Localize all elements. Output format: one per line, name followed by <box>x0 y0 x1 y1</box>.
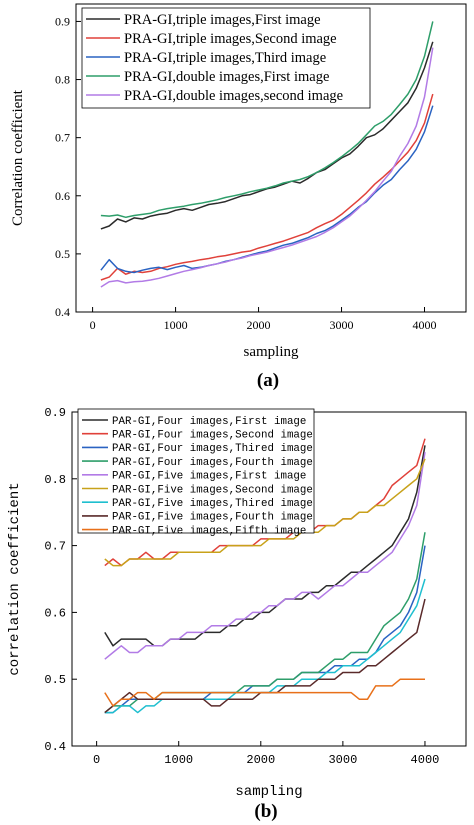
legend-entry: PRA-GI,double images,second image <box>124 88 343 104</box>
y-tick-label: 0.6 <box>55 189 70 203</box>
x-axis-label: sampling <box>244 344 299 360</box>
legend-entry: PAR-GI,Four images,First image <box>112 416 306 428</box>
series-line <box>100 105 434 274</box>
legend-box <box>81 7 371 109</box>
y-tick-label: 0.4 <box>55 305 70 319</box>
x-tick-label: 0 <box>90 318 96 332</box>
x-tick-label: 3000 <box>328 753 357 767</box>
series-line <box>104 678 425 707</box>
panel-a: 0 1000 2000 3000 4000 0.4 0.5 0.6 0.7 0.8 0.9 sampl… <box>10 3 467 391</box>
y-axis-label: Correlation coefficient <box>10 89 26 226</box>
legend-entry: PAR-GI,Four images,Thired image <box>112 443 313 455</box>
x-tick-label: 1000 <box>164 753 193 767</box>
series-line <box>104 545 426 714</box>
x-tick-label: 1000 <box>164 318 188 332</box>
series-line <box>104 451 426 660</box>
legend-entry: PAR-GI,Four images,Fourth image <box>112 457 313 469</box>
legend-entry: PRA-GI,double images,First image <box>124 69 329 85</box>
x-tick-label: 2000 <box>247 318 271 332</box>
x-tick-label: 0 <box>93 753 100 767</box>
y-tick-label: 0.7 <box>55 131 70 145</box>
legend-box <box>77 408 315 534</box>
x-tick-label: 4000 <box>413 318 437 332</box>
y-tick-label: 0.5 <box>44 673 66 687</box>
panel-label: (a) <box>257 370 279 391</box>
y-tick-label: 0.6 <box>44 606 66 620</box>
series-line <box>100 47 434 288</box>
y-tick-label: 0.9 <box>44 406 66 420</box>
y-tick-label: 0.4 <box>44 740 66 754</box>
legend-entry: PAR-GI,Five images,Fifth image <box>112 525 306 537</box>
series-line <box>104 598 426 714</box>
panel-label: (b) <box>254 801 277 822</box>
plot-frame <box>75 3 467 313</box>
legend-entry: PAR-GI,Five images,Second image <box>112 484 313 496</box>
series-line <box>104 458 426 567</box>
y-tick-label: 0.7 <box>44 540 66 554</box>
legend-entry: PAR-GI,Five images,Thired image <box>112 498 313 510</box>
series-line <box>100 93 434 281</box>
x-tick-label: 2000 <box>246 753 275 767</box>
panel-b: 0 1000 2000 3000 4000 0.4 0.5 0.6 0.7 0.8 0.9 sampl… <box>7 406 467 822</box>
legend-entry: PAR-GI,Five images,Fourth image <box>112 512 313 524</box>
legend-entry: PRA-GI,triple images,Third image <box>124 50 326 66</box>
y-axis-label: correlation coefficient <box>7 482 23 675</box>
legend-entry: PRA-GI,triple images,Second image <box>124 31 337 47</box>
legend-entry: PAR-GI,Four images,Second image <box>112 429 313 441</box>
y-tick-label: 0.9 <box>55 14 70 28</box>
y-tick-label: 0.5 <box>55 247 70 261</box>
x-axis-label: sampling <box>235 784 302 800</box>
x-tick-label: 4000 <box>411 753 440 767</box>
legend-entry: PRA-GI,triple images,First image <box>124 12 321 28</box>
legend-entry: PAR-GI,Five images,First image <box>112 471 306 483</box>
y-tick-label: 0.8 <box>44 473 66 487</box>
series-line <box>100 21 434 219</box>
y-tick-label: 0.8 <box>55 73 70 87</box>
x-tick-label: 3000 <box>330 318 354 332</box>
